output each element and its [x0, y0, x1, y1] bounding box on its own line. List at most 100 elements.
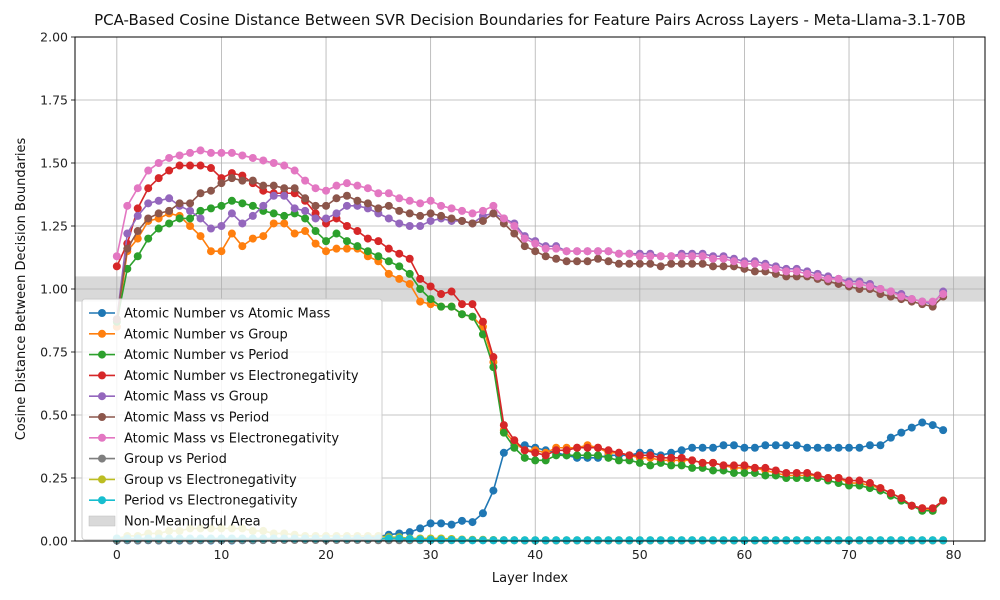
data-point [698, 443, 707, 452]
data-point [206, 247, 215, 256]
data-point [437, 535, 446, 544]
y-tick-label: 1.50 [40, 156, 68, 171]
data-point [635, 458, 644, 467]
data-point [803, 269, 812, 278]
data-point [740, 259, 749, 268]
data-point [813, 471, 822, 480]
data-point [729, 536, 738, 545]
data-point [792, 441, 801, 450]
data-point [646, 461, 655, 470]
data-point [186, 199, 195, 208]
data-point [625, 536, 634, 545]
data-point [520, 536, 529, 545]
data-point [573, 247, 582, 256]
data-point [792, 468, 801, 477]
data-point [426, 196, 435, 205]
data-point [897, 494, 906, 503]
data-point [426, 216, 435, 225]
x-tick-label: 70 [841, 547, 857, 562]
data-point [238, 219, 247, 228]
data-point [133, 211, 142, 220]
data-point [227, 196, 236, 205]
legend-band-swatch [88, 515, 116, 527]
data-point [363, 184, 372, 193]
data-point [280, 219, 289, 228]
data-point [405, 269, 414, 278]
data-point [771, 441, 780, 450]
data-point [834, 274, 843, 283]
legend-item: Atomic Mass vs Electronegativity [89, 431, 339, 446]
data-point [133, 204, 142, 213]
x-tick-label: 40 [527, 547, 543, 562]
data-point [269, 191, 278, 200]
data-point [552, 244, 561, 253]
data-point [520, 242, 529, 251]
data-point [907, 536, 916, 545]
data-point [552, 254, 561, 263]
data-point [834, 536, 843, 545]
data-point [865, 282, 874, 291]
data-point [792, 536, 801, 545]
data-point [144, 166, 153, 175]
data-point [196, 189, 205, 198]
data-point [928, 297, 937, 306]
legend-label: Atomic Number vs Period [124, 348, 289, 363]
data-point [259, 232, 268, 241]
data-point [562, 257, 571, 266]
data-point [175, 151, 184, 160]
data-point [238, 242, 247, 251]
data-point [583, 536, 592, 545]
legend-marker [98, 413, 106, 421]
data-point [719, 536, 728, 545]
legend-label: Atomic Number vs Group [124, 327, 288, 342]
data-point [541, 536, 550, 545]
data-point [416, 199, 425, 208]
data-point [583, 247, 592, 256]
data-point [437, 302, 446, 311]
data-point [437, 211, 446, 220]
data-point [499, 421, 508, 430]
y-tick-label: 0.00 [40, 534, 68, 549]
data-point [886, 536, 895, 545]
data-point [750, 259, 759, 268]
data-point [280, 191, 289, 200]
data-point [750, 536, 759, 545]
y-tick-label: 1.75 [40, 93, 68, 108]
data-point [792, 267, 801, 276]
data-point [813, 443, 822, 452]
data-point [405, 279, 414, 288]
data-point [384, 189, 393, 198]
data-point [625, 259, 634, 268]
data-point [478, 536, 487, 545]
data-point [342, 179, 351, 188]
data-point [531, 247, 540, 256]
legend-marker [98, 371, 106, 380]
legend-marker [98, 496, 106, 505]
data-point [845, 443, 854, 452]
data-point [447, 214, 456, 223]
data-point [918, 418, 927, 427]
data-point [227, 174, 236, 183]
data-point [520, 234, 529, 243]
data-point [301, 214, 310, 223]
data-point [437, 201, 446, 210]
data-point [583, 257, 592, 266]
data-point [499, 214, 508, 223]
data-point [625, 249, 634, 258]
data-point [614, 259, 623, 268]
data-point [907, 295, 916, 304]
data-point [353, 181, 362, 190]
data-point [573, 451, 582, 460]
data-point [165, 194, 174, 203]
data-point [332, 244, 341, 253]
data-point [144, 184, 153, 193]
data-point [656, 536, 665, 545]
data-point [918, 536, 927, 545]
legend-item: Period vs Electronegativity [89, 494, 298, 509]
data-point [259, 156, 268, 165]
data-point [583, 451, 592, 460]
legend-item: Atomic Mass vs Group [89, 390, 268, 405]
data-point [667, 461, 676, 470]
data-point [322, 186, 331, 195]
data-point [688, 443, 697, 452]
